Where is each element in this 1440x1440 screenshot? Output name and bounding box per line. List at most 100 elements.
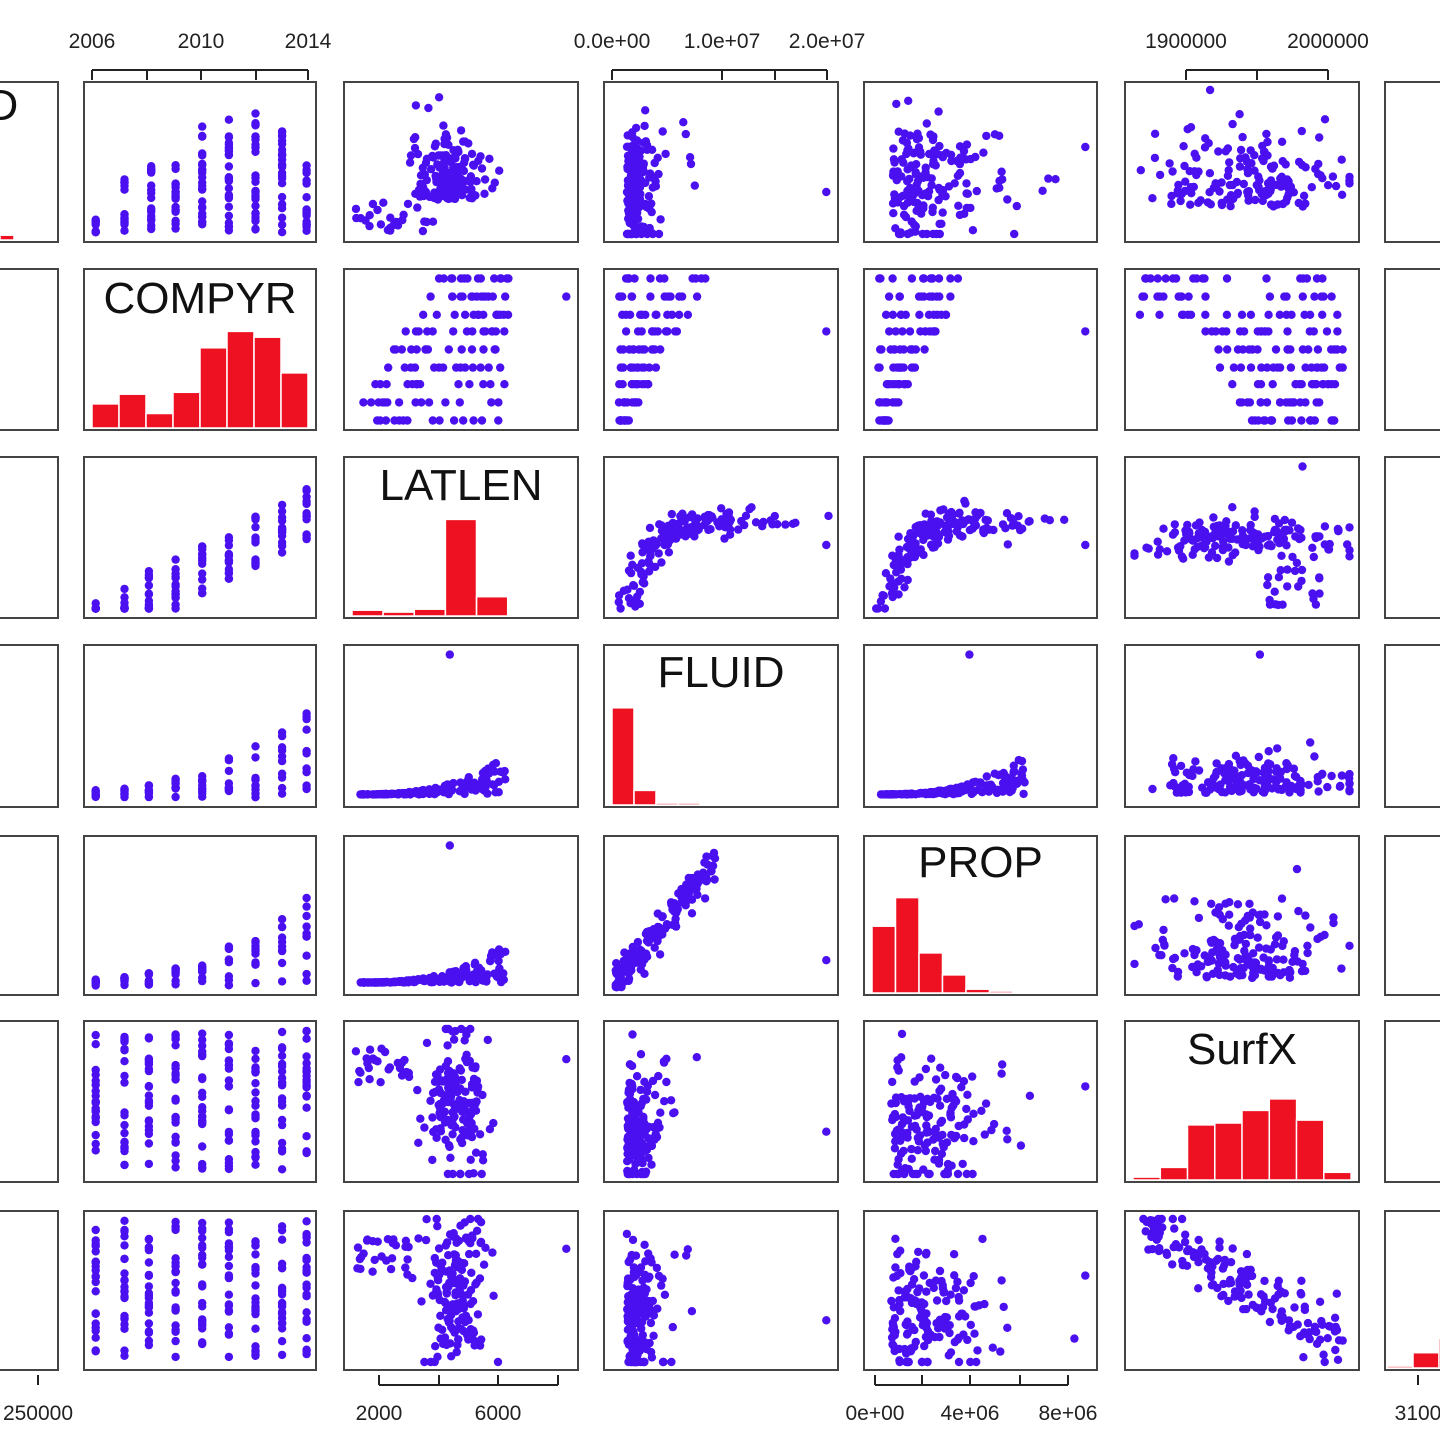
scatter-point [454, 380, 463, 389]
scatter-point [966, 1320, 975, 1330]
scatter-point [411, 101, 421, 110]
scatter-point [1141, 274, 1150, 283]
histogram-bar [1241, 1109, 1271, 1181]
scatter-point [1238, 526, 1247, 535]
scatter-point [373, 1057, 382, 1066]
scatter-point [1051, 175, 1060, 184]
scatter-point [683, 310, 693, 319]
scatter-point [759, 517, 768, 527]
scatter-point [171, 1071, 180, 1080]
scatter-point [403, 1270, 412, 1279]
scatter-point [1264, 956, 1274, 965]
scatter-point [444, 1282, 453, 1292]
scatter-point [1263, 580, 1272, 590]
scatter-point [938, 1139, 947, 1149]
scatter-point [1242, 1304, 1251, 1314]
scatter-point [1045, 516, 1055, 525]
scatter-point [445, 1316, 454, 1326]
scatter-point [1219, 1290, 1228, 1300]
scatter-point [942, 1296, 951, 1306]
scatter-point [1255, 650, 1265, 659]
scatter-point [1278, 157, 1287, 166]
scatter-point [198, 1218, 207, 1228]
scatter-point [878, 416, 887, 425]
scatter-point [441, 1135, 450, 1145]
scatter-point [435, 1270, 444, 1279]
scatter-point [413, 203, 422, 212]
scatter-panel-r3-c4 [876, 650, 1029, 799]
scatter-point [670, 1108, 679, 1117]
scatter-point [691, 274, 700, 283]
scatter-point [147, 216, 156, 225]
scatter-point [445, 841, 454, 850]
scatter-point [251, 1324, 260, 1333]
scatter-point [969, 1137, 978, 1146]
scatter-point [466, 1155, 475, 1165]
scatter-point [277, 1226, 287, 1235]
panel-r1-c0 [0, 268, 59, 431]
scatter-point [91, 1139, 100, 1149]
scatter-point [417, 398, 426, 407]
scatter-point [631, 1251, 641, 1260]
scatter-point [144, 573, 154, 583]
scatter-point [890, 1144, 900, 1153]
scatter-panel-r4-c1 [91, 893, 311, 990]
scatter-point [1155, 292, 1164, 301]
scatter-point [616, 604, 625, 613]
scatter-point [725, 525, 735, 534]
scatter-point [959, 1286, 969, 1295]
scatter-point [1245, 899, 1254, 908]
scatter-point [144, 567, 154, 576]
scatter-point [171, 1267, 180, 1277]
scatter-point [1317, 292, 1326, 301]
scatter-point [1303, 941, 1312, 950]
scatter-point [822, 1316, 831, 1325]
scatter-point [902, 1349, 911, 1358]
scatter-point [1345, 552, 1354, 561]
scatter-point [144, 1159, 154, 1169]
scatter-point [1081, 1271, 1090, 1280]
scatter-panel-r0-c2 [351, 93, 504, 236]
scatter-point [433, 1290, 443, 1300]
scatter-point [302, 1283, 311, 1292]
scatter-point [171, 572, 180, 581]
scatter-panel-r1-c2 [359, 274, 571, 425]
scatter-point [905, 534, 914, 544]
scatter-point [710, 875, 719, 884]
scatter-point [277, 728, 287, 737]
scatter-point [1334, 525, 1343, 535]
scatter-point [639, 159, 648, 168]
scatter-point [1246, 924, 1255, 933]
scatter-point [424, 398, 434, 407]
scatter-point [656, 1108, 665, 1117]
scatter-point [1192, 946, 1201, 955]
scatter-point [455, 1169, 465, 1179]
scatter-point [457, 1325, 466, 1334]
scatter-point [462, 968, 471, 977]
scatter-point [660, 1097, 669, 1106]
scatter-point [449, 1035, 459, 1044]
scatter-point [444, 345, 453, 354]
scatter-point [467, 149, 477, 159]
scatter-point [1224, 1296, 1233, 1306]
scatter-point [637, 1099, 646, 1108]
scatter-point [888, 592, 897, 602]
scatter-point [624, 1146, 634, 1155]
scatter-point [373, 205, 382, 215]
scatter-point [224, 138, 234, 148]
scatter-point [466, 1214, 475, 1224]
scatter-point [147, 181, 156, 190]
scatter-point [907, 1154, 916, 1164]
scatter-point [485, 154, 494, 163]
scatter-point [616, 416, 626, 425]
scatter-point [120, 1037, 129, 1046]
scatter-point [479, 345, 488, 354]
scatter-point [919, 274, 929, 283]
scatter-point [1280, 292, 1289, 301]
scatter-point [1200, 544, 1209, 553]
scatter-point [496, 274, 505, 283]
scatter-panel-r3-c5 [1148, 650, 1354, 797]
scatter-point [1167, 760, 1177, 769]
scatter-point [654, 169, 663, 179]
scatter-point [171, 1041, 180, 1050]
